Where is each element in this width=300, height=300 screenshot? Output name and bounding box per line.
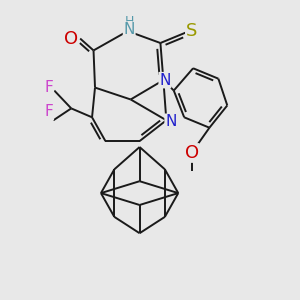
Text: O: O	[64, 30, 78, 48]
Text: S: S	[186, 22, 197, 40]
Text: N: N	[165, 114, 176, 129]
Text: F: F	[45, 104, 53, 119]
Text: N: N	[124, 22, 135, 37]
Text: N: N	[159, 73, 170, 88]
Text: F: F	[45, 80, 53, 95]
Text: O: O	[184, 144, 199, 162]
Text: H: H	[124, 15, 134, 28]
